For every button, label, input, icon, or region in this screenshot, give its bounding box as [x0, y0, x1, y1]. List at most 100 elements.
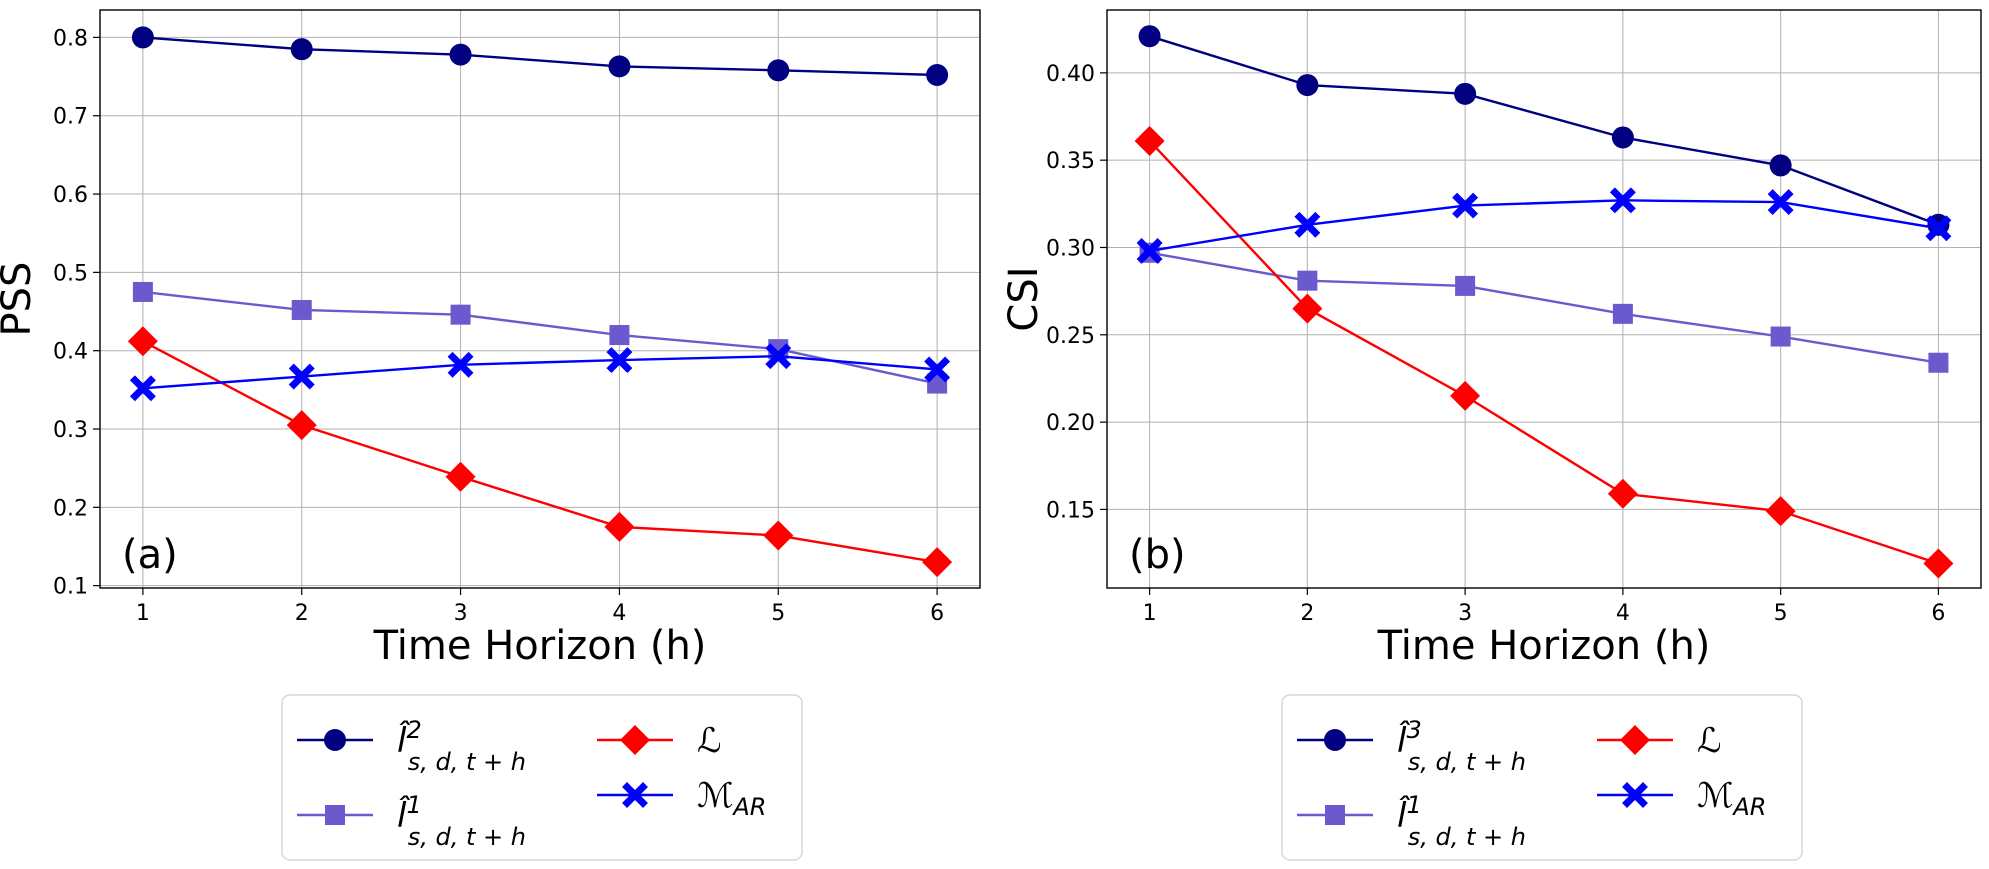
data-point-l2 — [767, 59, 790, 82]
series-line-L — [1148, 140, 1939, 565]
legend-marker-l1 — [325, 805, 345, 825]
data-point-MAR — [1136, 238, 1163, 264]
legend-label: ℳAR — [1697, 776, 1766, 821]
y-axis-title: CSI — [1001, 266, 1047, 331]
series-line-MAR — [142, 354, 938, 390]
data-point-l1 — [132, 281, 153, 302]
legend-marker-l2 — [324, 729, 346, 751]
x-tick-label: 3 — [454, 601, 468, 626]
y-tick-label: 0.5 — [53, 261, 88, 286]
data-point-L — [922, 547, 953, 578]
x-tick-label: 2 — [1300, 601, 1314, 626]
data-point-l1 — [609, 325, 630, 346]
y-tick-label: 0.4 — [53, 340, 88, 365]
series-line-l1 — [142, 290, 938, 385]
x-tick-label: 3 — [1458, 601, 1472, 626]
y-tick-label: 0.7 — [53, 105, 88, 130]
data-point-L — [604, 511, 635, 542]
legend-label: l̂3 s, d, t + h — [1397, 716, 1526, 776]
data-point-MAR — [1925, 215, 1952, 242]
data-point-l1 — [1612, 303, 1633, 324]
axes-frame — [99, 9, 981, 589]
data-point-l1 — [1928, 352, 1949, 373]
data-point-MAR — [606, 347, 633, 374]
legend-marker-l3 — [1324, 729, 1346, 751]
data-point-L — [1923, 548, 1954, 579]
y-tick-label: 0.1 — [53, 575, 88, 600]
data-point-l3 — [1611, 126, 1634, 149]
series-line-l1 — [1149, 251, 1939, 364]
panel-label: (a) — [122, 532, 178, 578]
legend-marker-L — [620, 725, 650, 755]
y-tick-label: 0.25 — [1046, 324, 1095, 349]
data-point-l1 — [1770, 326, 1791, 347]
x-tick-label: 6 — [930, 601, 944, 626]
legend: l̂2 s, d, t + h l̂1 s, d, t + h ℒ ℳAR — [281, 694, 803, 861]
data-point-L — [286, 410, 317, 441]
data-point-l3 — [1454, 82, 1477, 105]
data-point-l1 — [1455, 275, 1476, 296]
y-tick-label: 0.20 — [1046, 411, 1095, 436]
legend-marker-l1 — [1325, 805, 1345, 825]
legend-marker-L — [1620, 725, 1650, 755]
chart-panel-b: 1 2 3 4 5 6 0.15 0.20 0.25 0.30 0.35 0.40 (b) Time Ho… — [1001, 9, 1982, 861]
series-l1 — [1139, 242, 1949, 373]
x-tick-label: 5 — [771, 601, 785, 626]
data-point-l2 — [926, 64, 949, 87]
axes-frame — [1106, 9, 1982, 589]
series-L — [127, 326, 953, 578]
data-point-L — [1292, 293, 1323, 324]
data-point-MAR — [924, 356, 951, 383]
y-tick-label: 0.3 — [53, 418, 88, 443]
legend-box — [281, 694, 803, 861]
x-axis-title: Time Horizon (h) — [1377, 623, 1711, 669]
data-point-L — [127, 326, 158, 357]
legend-item-l1: l̂1 s, d, t + h — [297, 791, 526, 851]
series-MAR — [129, 343, 951, 402]
legend-item-MAR: ℳAR — [1597, 776, 1766, 821]
data-point-L — [1450, 380, 1481, 411]
series-line-MAR — [1149, 199, 1939, 253]
x-tick-label: 1 — [1143, 601, 1157, 626]
data-point-l1 — [1297, 270, 1318, 291]
series-l1 — [132, 281, 948, 394]
data-point-MAR — [1452, 192, 1479, 219]
data-point-MAR — [129, 375, 156, 402]
y-tick-label: 0.2 — [53, 496, 88, 521]
legend-label: ℒ — [1697, 721, 1722, 761]
legend-marker-MAR — [622, 782, 648, 808]
data-point-l2 — [449, 43, 472, 66]
legend-label: ℳAR — [697, 776, 766, 821]
data-point-l3 — [1769, 154, 1792, 177]
legend-item-l2: l̂2 s, d, t + h — [297, 716, 526, 776]
data-point-L — [1134, 125, 1165, 156]
y-tick-label: 0.15 — [1046, 498, 1095, 523]
legend-box — [1281, 694, 1803, 861]
chart-panel-a: 1 2 3 4 5 6 0.1 0.2 0.3 0.4 0.5 0.6 0.7 0.8 (a) Time Ho… — [0, 9, 981, 861]
data-point-MAR — [288, 363, 315, 390]
x-tick-label: 1 — [136, 601, 150, 626]
x-tick-label: 5 — [1774, 601, 1788, 626]
legend-label: l̂1 s, d, t + h — [1397, 791, 1526, 851]
legend-label: l̂1 s, d, t + h — [397, 791, 526, 851]
x-tick-label: 4 — [1616, 601, 1630, 626]
data-point-MAR — [447, 351, 474, 378]
data-point-MAR — [765, 343, 792, 370]
data-point-MAR — [1767, 189, 1794, 216]
series-line-l3 — [1149, 35, 1939, 226]
y-tick-label: 0.6 — [53, 183, 88, 208]
plot-area — [100, 10, 980, 588]
y-tick-label: 0.8 — [53, 26, 88, 51]
legend: l̂3 s, d, t + h l̂1 s, d, t + h ℒ ℳAR — [1281, 694, 1803, 861]
y-tick-label: 0.30 — [1046, 236, 1095, 261]
series-line-l2 — [142, 36, 938, 77]
legend-item-l3: l̂3 s, d, t + h — [1297, 716, 1526, 776]
legend-marker-MAR — [1622, 782, 1648, 808]
panel-label: (b) — [1129, 532, 1186, 578]
legend-label: l̂2 s, d, t + h — [397, 716, 526, 776]
y-axis-title: PSS — [0, 262, 40, 337]
x-axis-title: Time Horizon (h) — [373, 623, 707, 669]
series-line-L — [142, 340, 938, 564]
data-point-L — [445, 461, 476, 492]
